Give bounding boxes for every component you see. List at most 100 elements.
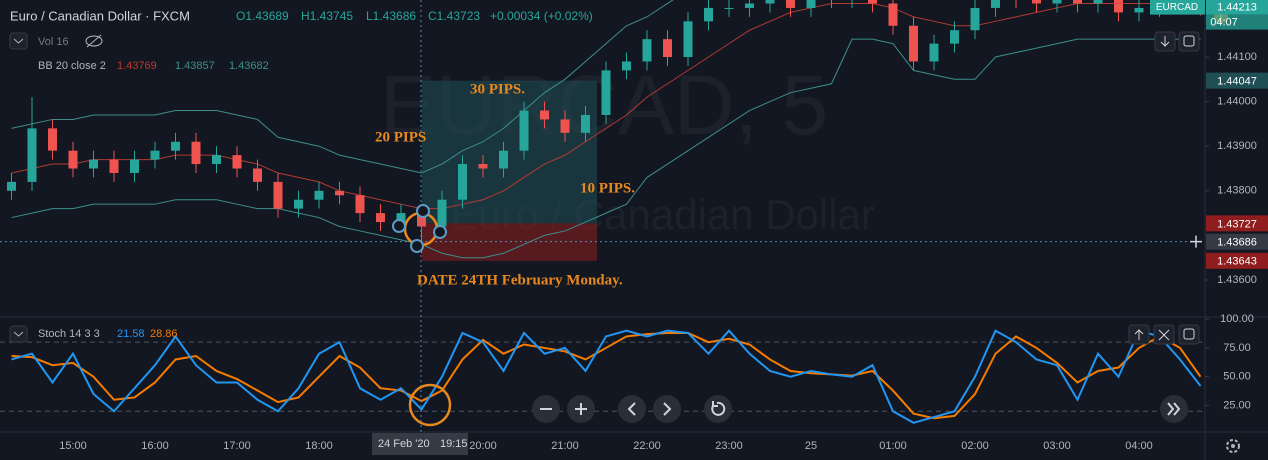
candle-body	[335, 190, 344, 196]
candle-body	[888, 3, 898, 26]
last-price-tag	[1206, 0, 1268, 15]
stoch-line	[11, 331, 1202, 420]
candle-body	[724, 7, 734, 9]
countdown-label: 04:07	[1210, 17, 1238, 29]
anchor-dot	[392, 219, 406, 233]
x-tick-label: 25	[805, 440, 817, 452]
zoom-in-button[interactable]	[567, 395, 595, 423]
candle-body	[68, 150, 78, 169]
x-tick-label: 23:00	[715, 440, 743, 452]
candle-body	[499, 150, 508, 169]
bb-legend: BB 20 close 2	[38, 60, 106, 72]
zoom-out-button[interactable]	[532, 395, 560, 423]
candle-body	[191, 141, 201, 165]
header: Euro / Canadian Dollar · FXCM O1.43689 H…	[9, 8, 593, 72]
bb-lower-value: 1.43682	[229, 60, 269, 72]
crosshair-price-tag-label: 1.43686	[1217, 237, 1257, 249]
crosshair-plus	[1190, 235, 1202, 248]
scroll-right-button[interactable]	[653, 395, 681, 423]
bb-lower	[11, 38, 1201, 259]
candle-body	[581, 114, 590, 133]
y-tick-label: 1.43600	[1217, 274, 1257, 286]
collapse-button[interactable]	[9, 325, 28, 343]
x-tick-label: 17:00	[223, 440, 251, 452]
entry-tag	[1206, 215, 1268, 232]
maximize-button[interactable]	[1178, 31, 1200, 52]
candle-body	[560, 119, 570, 133]
settings-button[interactable]	[1226, 439, 1240, 453]
symbol-tag-label: EURCAD	[1156, 2, 1198, 13]
x-tick-label: 02:00	[961, 440, 989, 452]
candle-body	[601, 70, 611, 115]
arrow-icon	[1134, 329, 1144, 340]
y-tick-label: 75.00	[1223, 342, 1251, 354]
arrow-icon	[1160, 36, 1170, 47]
y-tick-label: 100.00	[1220, 313, 1254, 325]
stoch-legend: Stoch 14 3 3 21.58 28.86	[9, 325, 178, 343]
chevron-icon	[13, 331, 24, 337]
symbol-tag	[1150, 0, 1205, 15]
candle-body	[396, 213, 406, 223]
candle-body	[806, 0, 816, 8]
maximize-button[interactable]	[1178, 324, 1200, 345]
candle-body	[458, 164, 467, 200]
chevron-icon	[13, 38, 24, 44]
highlights	[392, 204, 452, 427]
anchor-dot	[410, 239, 424, 253]
stoch-k-value: 21.58	[117, 328, 145, 340]
maximize-icon	[1183, 35, 1195, 47]
anchor-dot	[416, 204, 430, 218]
candle-body	[1134, 7, 1144, 13]
bb-basis	[11, 2, 1201, 210]
candle-body	[765, 0, 775, 4]
candle-body	[991, 0, 1000, 8]
x-tick-label: 01:00	[879, 440, 907, 452]
symbol-title: Euro / Canadian Dollar · FXCM	[10, 8, 190, 23]
profit-zone	[422, 80, 597, 224]
candle-body	[48, 128, 57, 151]
bb-basis-value: 1.43769	[117, 60, 157, 72]
candle-body	[950, 30, 959, 44]
y-tick-label: 1.44100	[1217, 51, 1257, 63]
highlight-circle	[408, 383, 452, 427]
candle-body	[683, 21, 693, 58]
candle-body	[273, 181, 283, 209]
candle-body	[1073, 0, 1082, 4]
y-tick-label: 1.43900	[1217, 140, 1257, 152]
ohlc-open: O1.43689	[236, 9, 289, 23]
hide-button[interactable]	[85, 34, 103, 48]
candle-body	[909, 25, 918, 62]
candle-body	[1032, 0, 1041, 4]
candle-body	[232, 155, 242, 169]
candle-body	[437, 199, 447, 227]
scroll-left-button[interactable]	[618, 395, 646, 423]
candle-body	[663, 39, 672, 58]
y-tick-label: 50.00	[1223, 371, 1251, 383]
candle-body	[355, 195, 365, 214]
reset-button[interactable]	[704, 395, 732, 423]
ohlc-close: C1.43723	[428, 9, 480, 23]
ohlc-change: +0.00034 (+0.02%)	[490, 9, 593, 23]
stoch-pane	[0, 329, 1205, 424]
y-tick-label: 25.00	[1223, 399, 1251, 411]
scroll-end-button[interactable]	[1160, 395, 1188, 423]
maximize-icon	[1183, 328, 1195, 340]
y-tick-label: 1.43800	[1217, 185, 1257, 197]
x-tick-label: 22:00	[633, 440, 661, 452]
stoch-d-value: 28.86	[150, 328, 178, 340]
candle-body	[786, 0, 795, 8]
ohlc-low: L1.43686	[366, 9, 416, 23]
candle-body	[1093, 0, 1103, 4]
price-pane	[0, 0, 1205, 261]
annotation: 20 PIPS	[375, 129, 426, 145]
target-tag-label: 1.44047	[1217, 76, 1257, 88]
collapse-button[interactable]	[9, 32, 28, 50]
x-tick-label: 16:00	[141, 440, 169, 452]
candle-body	[212, 155, 221, 165]
volume-label: Vol 16	[38, 36, 69, 48]
stoch-line	[11, 329, 1202, 424]
x-tick-label: 03:00	[1043, 440, 1071, 452]
stoch-title: Stoch 14 3 3	[38, 328, 100, 340]
